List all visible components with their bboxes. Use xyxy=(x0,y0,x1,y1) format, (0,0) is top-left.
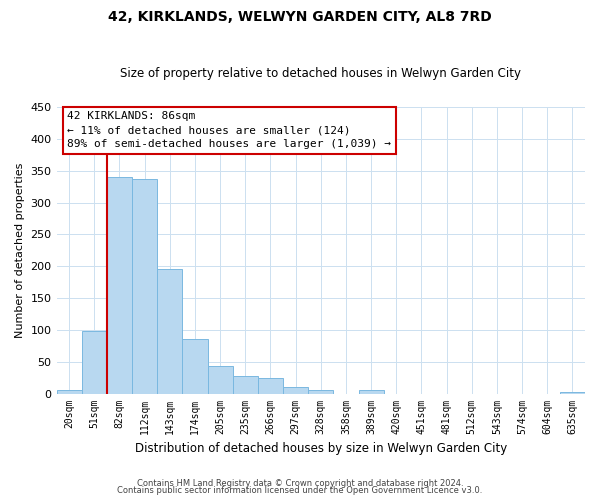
X-axis label: Distribution of detached houses by size in Welwyn Garden City: Distribution of detached houses by size … xyxy=(134,442,507,455)
Title: Size of property relative to detached houses in Welwyn Garden City: Size of property relative to detached ho… xyxy=(120,66,521,80)
Bar xyxy=(82,331,107,394)
Text: 42 KIRKLANDS: 86sqm
← 11% of detached houses are smaller (124)
89% of semi-detac: 42 KIRKLANDS: 86sqm ← 11% of detached ho… xyxy=(67,112,391,150)
Bar xyxy=(157,269,182,394)
Y-axis label: Number of detached properties: Number of detached properties xyxy=(15,162,25,338)
Bar xyxy=(182,339,208,394)
Text: Contains public sector information licensed under the Open Government Licence v3: Contains public sector information licen… xyxy=(118,486,482,495)
Bar xyxy=(233,376,258,394)
Bar xyxy=(283,386,308,394)
Bar xyxy=(107,177,132,394)
Text: 42, KIRKLANDS, WELWYN GARDEN CITY, AL8 7RD: 42, KIRKLANDS, WELWYN GARDEN CITY, AL8 7… xyxy=(108,10,492,24)
Bar xyxy=(560,392,585,394)
Text: Contains HM Land Registry data © Crown copyright and database right 2024.: Contains HM Land Registry data © Crown c… xyxy=(137,478,463,488)
Bar xyxy=(258,378,283,394)
Bar xyxy=(132,179,157,394)
Bar xyxy=(56,390,82,394)
Bar xyxy=(208,366,233,394)
Bar xyxy=(308,390,334,394)
Bar xyxy=(359,390,383,394)
